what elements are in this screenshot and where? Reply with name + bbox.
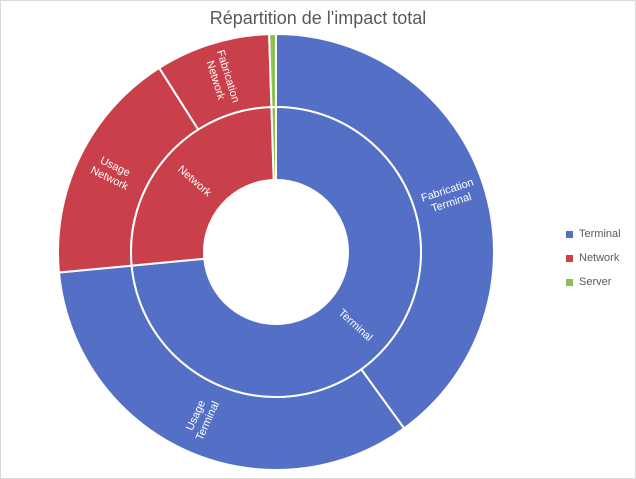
inner-segment-network[interactable]: [130, 106, 275, 267]
legend-label-network: Network: [579, 252, 620, 264]
legend-swatch-network: [566, 254, 573, 262]
legend-swatch-server: [566, 278, 573, 286]
legend-label-server: Server: [579, 276, 612, 288]
legend-label-terminal: Terminal: [579, 228, 621, 240]
chart-title: Répartition de l'impact total: [209, 8, 427, 28]
legend-item-server[interactable]: Server: [566, 270, 621, 294]
inner-segment-terminal[interactable]: [130, 105, 422, 398]
legend-item-network[interactable]: Network: [566, 246, 621, 270]
inner-segment-server[interactable]: [270, 105, 277, 182]
legend-item-terminal[interactable]: Terminal: [566, 222, 621, 246]
legend-swatch-terminal: [566, 230, 573, 238]
outer-segment-server[interactable]: [268, 32, 277, 109]
legend: Terminal Network Server: [566, 222, 621, 294]
